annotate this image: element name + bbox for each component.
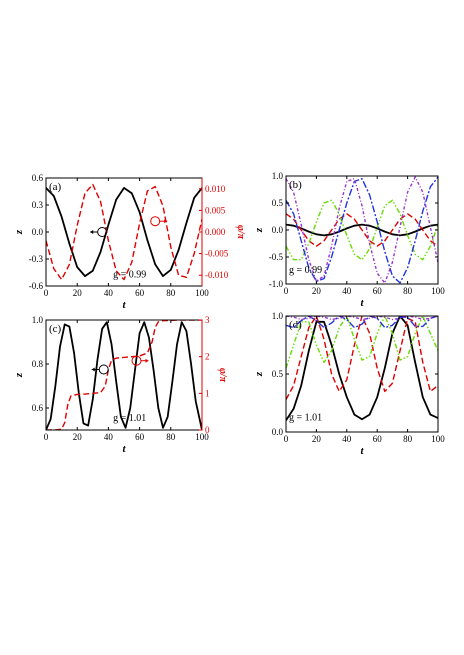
x-tick-label: 60 <box>135 432 145 442</box>
y-right-tick-label: 0.000 <box>205 227 226 237</box>
x-axis-label: t <box>360 297 364 309</box>
series-line-2 <box>46 183 202 281</box>
x-tick-label: 100 <box>431 434 445 444</box>
y-tick-label: -0.5 <box>269 252 284 262</box>
x-axis-label: t <box>122 299 126 311</box>
y-tick-label: 1.0 <box>32 315 44 325</box>
series-line-5 <box>286 316 438 321</box>
left-axis-indicator-circle <box>97 227 108 237</box>
right-axis-indicator-circle <box>150 216 161 227</box>
series-line-2 <box>46 320 202 430</box>
right-axis-indicator <box>150 216 168 227</box>
g-annotation: g = 1.01 <box>113 413 146 424</box>
x-tick-label: 100 <box>431 286 445 296</box>
x-tick-label: 0 <box>284 286 289 296</box>
y-tick-label: 0.0 <box>32 227 44 237</box>
y-right-tick-label: -0.010 <box>205 270 229 280</box>
panel-d: 0 20 40 60 80 100 0.0 0.5 1.0 t z (d) g = 1.01 <box>253 311 445 457</box>
y-right-axis-label: φ/π <box>235 225 246 240</box>
x-tick-label: 20 <box>73 288 83 298</box>
x-tick-label: 20 <box>73 432 83 442</box>
left-axis-indicator-arrowhead <box>90 230 94 234</box>
y-axis-label: z <box>253 227 265 233</box>
x-tick-label: 20 <box>312 434 322 444</box>
figure-panels: 0 20 40 60 80 100-0.6-0.30.00.30.6-0.010-0.00… <box>13 171 445 457</box>
x-tick-label: 0 <box>44 432 49 442</box>
series-line-1 <box>286 223 438 237</box>
y-tick-label: 0.5 <box>272 369 284 379</box>
panel-label: (d) <box>289 319 302 331</box>
x-tick-label: 80 <box>403 286 413 296</box>
x-tick-label: 40 <box>342 434 352 444</box>
g-annotation: g = 0.99 <box>113 269 146 280</box>
series-line-2 <box>286 213 438 247</box>
y-right-tick-label: 0 <box>205 425 210 435</box>
y-axis-label: z <box>253 371 265 377</box>
series-line-1 <box>286 316 438 421</box>
panel-b: 0 20 40 60 80 100 -1.0 -0.5 0.0 0.5 1.0 t z (b) g = 0.… <box>253 171 445 309</box>
x-tick-label: 60 <box>373 434 383 444</box>
y-tick-label: 0.5 <box>272 198 284 208</box>
y-tick-label: 1.0 <box>272 171 284 181</box>
right-axis-indicator <box>131 355 149 366</box>
panel-a: 0 20 40 60 80 100 -0.6 -0.3 0.0 0.3 0.6 -0.010 -0.00… <box>13 173 246 311</box>
y-right-tick-label: 0.010 <box>205 184 226 194</box>
series-line-2 <box>286 316 438 400</box>
series-line-1 <box>46 321 202 430</box>
series-line-1 <box>46 187 202 277</box>
x-tick-label: 40 <box>104 288 114 298</box>
y-right-tick-label: 0.005 <box>205 205 226 215</box>
right-axis-indicator-arrowhead <box>164 219 168 224</box>
panel-label: (b) <box>289 179 302 191</box>
x-tick-label: 60 <box>135 288 145 298</box>
left-axis-indicator-arrowhead <box>91 367 95 372</box>
left-axis-indicator-circle <box>98 364 109 375</box>
y-right-tick-label: 2 <box>205 352 210 362</box>
y-tick-label: 1.0 <box>272 311 284 321</box>
series-line-4 <box>286 176 438 284</box>
series-line-3 <box>286 316 438 369</box>
y-axis-label: z <box>13 229 25 235</box>
y-tick-label: 0.6 <box>32 403 44 413</box>
y-axis-label: z <box>13 372 25 378</box>
x-tick-label: 20 <box>312 286 322 296</box>
g-annotation: g = 1.01 <box>289 412 322 423</box>
x-tick-label: 100 <box>195 288 209 298</box>
x-tick-label: 60 <box>373 286 383 296</box>
x-tick-label: 80 <box>403 434 413 444</box>
x-tick-label: 100 <box>195 432 209 442</box>
x-axis-label: t <box>360 445 364 457</box>
g-annotation: g = 0.99 <box>289 265 322 276</box>
left-axis-indicator <box>91 364 109 375</box>
y-right-tick-label: 3 <box>205 315 210 325</box>
y-right-tick-label: -0.005 <box>205 249 229 259</box>
right-axis-indicator-arrowhead <box>145 358 149 363</box>
y-right-tick-label: 1 <box>205 388 210 398</box>
panel-c: 0 20 40 60 80 100 0.6 0.8 1.0 0 1 2 3 t z φ/π (c) g = 1.0… <box>13 315 228 455</box>
panel-label: (c) <box>49 323 62 335</box>
x-tick-label: 40 <box>104 432 114 442</box>
y-tick-label: -0.6 <box>29 281 44 291</box>
y-tick-label: -0.3 <box>29 254 44 264</box>
y-right-axis-label: φ/π <box>217 368 228 383</box>
series-line-5 <box>286 176 438 284</box>
y-tick-label: 0.0 <box>272 427 284 437</box>
y-tick-label: 0.0 <box>272 225 284 235</box>
y-tick-label: -1.0 <box>269 279 284 289</box>
x-tick-label: 0 <box>284 434 289 444</box>
x-axis-label: t <box>122 443 126 455</box>
left-axis-indicator <box>90 227 108 237</box>
y-tick-label: 0.8 <box>32 359 44 369</box>
x-tick-label: 40 <box>342 286 352 296</box>
y-tick-label: 0.6 <box>32 173 44 183</box>
x-tick-label: 0 <box>44 288 49 298</box>
x-tick-label: 80 <box>166 432 176 442</box>
panel-label: (a) <box>49 181 62 193</box>
x-tick-label: 80 <box>166 288 176 298</box>
y-tick-label: 0.3 <box>32 200 44 210</box>
